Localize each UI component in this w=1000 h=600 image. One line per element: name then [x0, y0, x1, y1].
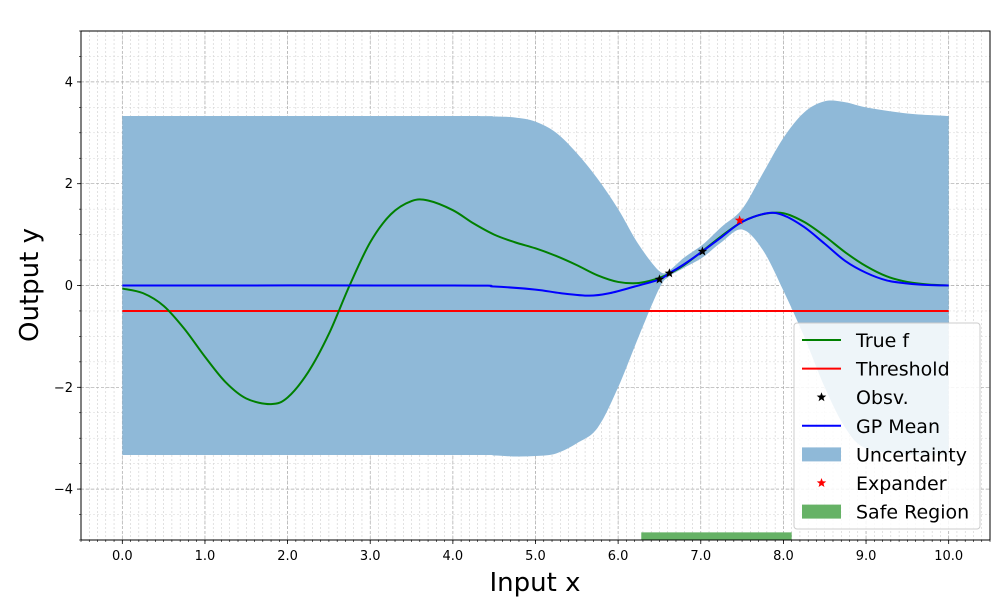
expander-point — [734, 215, 745, 225]
y-tick-label: 0 — [65, 279, 73, 294]
x-axis-title: Input x — [490, 568, 581, 598]
x-tick-label: 7.0 — [690, 549, 711, 564]
legend: True f Threshold Obsv. GP Mean Uncertainty Ex… — [793, 322, 981, 530]
observation-point — [664, 268, 675, 278]
true-f-line — [122, 198, 949, 406]
x-tick-label: 10.0 — [934, 549, 963, 564]
x-tick-label: 5.0 — [525, 549, 546, 564]
uncertainty-band — [122, 100, 949, 457]
y-tick-label: −4 — [54, 483, 73, 498]
legend-label-obsv: Obsv. — [856, 387, 909, 409]
observation-point — [654, 274, 665, 284]
observation-point — [697, 246, 708, 256]
legend-swatch-uncertainty — [802, 447, 841, 462]
legend-swatch-obsv — [816, 392, 827, 402]
plot-area — [122, 100, 949, 540]
x-tick-label: 3.0 — [360, 549, 381, 564]
legend-label-true-f: True f — [855, 330, 910, 352]
y-tick-label: 2 — [65, 177, 73, 192]
legend-label-threshold: Threshold — [855, 359, 950, 381]
legend-label-gp-mean: GP Mean — [856, 416, 940, 438]
y-tick-label: −2 — [54, 381, 73, 396]
legend-label-expander: Expander — [856, 473, 947, 495]
legend-box — [793, 322, 981, 530]
x-tick-label: 6.0 — [608, 549, 629, 564]
x-tick-label: 9.0 — [856, 549, 877, 564]
x-axis: 0.0 1.0 2.0 3.0 4.0 5.0 6.0 7.0 8.0 9.0 10.0 — [80, 540, 991, 564]
safe-region-bar — [641, 532, 792, 540]
gp-mean-line — [122, 211, 949, 297]
y-axis-title: Output y — [15, 228, 45, 342]
legend-swatch-expander — [816, 478, 827, 488]
x-tick-label: 1.0 — [195, 549, 216, 564]
x-tick-label: 2.0 — [277, 549, 298, 564]
legend-label-safe-region: Safe Region — [856, 502, 969, 524]
x-tick-label: 0.0 — [112, 549, 133, 564]
y-axis: −4 −2 0 2 4 — [54, 30, 81, 541]
y-tick-label: 4 — [65, 75, 73, 90]
x-tick-label: 4.0 — [443, 549, 464, 564]
legend-swatch-safe-region — [802, 504, 841, 519]
legend-label-uncertainty: Uncertainty — [856, 444, 967, 466]
x-tick-label: 8.0 — [773, 549, 794, 564]
